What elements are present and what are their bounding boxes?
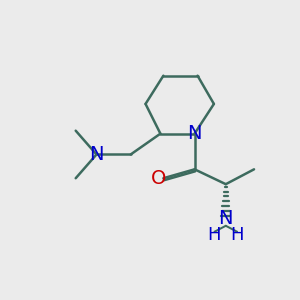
Text: H: H <box>230 226 244 244</box>
Text: O: O <box>151 169 166 188</box>
Text: H: H <box>208 226 221 244</box>
Text: N: N <box>187 124 202 143</box>
Text: N: N <box>218 209 233 228</box>
Text: N: N <box>89 145 104 164</box>
